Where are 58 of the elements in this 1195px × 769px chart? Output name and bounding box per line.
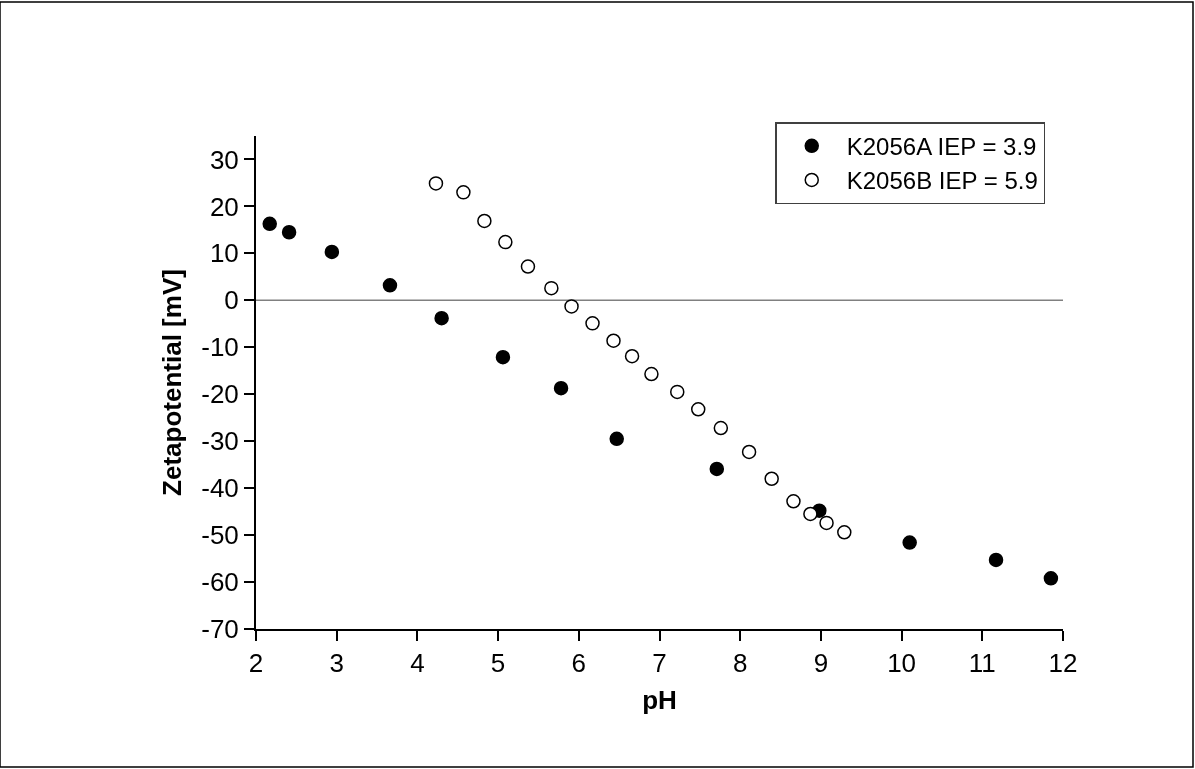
- point: [803, 506, 818, 522]
- point: [837, 525, 852, 540]
- y-axis-title: Zetapotential [mV]: [157, 269, 188, 496]
- y-tick-label: 10: [209, 238, 239, 269]
- point: [606, 333, 621, 348]
- point: [262, 216, 277, 232]
- y-tick-label: -20: [201, 379, 239, 410]
- x-tick-label: 11: [968, 648, 996, 679]
- legend-label: K2056B IEP = 5.9: [846, 167, 1038, 195]
- y-tick-label: 0: [224, 285, 239, 316]
- x-tick-label: 3: [329, 648, 344, 679]
- point: [495, 349, 511, 365]
- point: [564, 299, 579, 314]
- x-tick-label: 4: [410, 648, 425, 679]
- point: [786, 494, 801, 509]
- y-tick-label: 20: [209, 191, 239, 222]
- x-tick-label: 9: [813, 648, 829, 679]
- point: [434, 310, 449, 326]
- point: [741, 444, 757, 460]
- point: [553, 380, 569, 396]
- point: [644, 366, 659, 382]
- point: [520, 259, 536, 274]
- point: [498, 234, 513, 250]
- point: [544, 280, 559, 296]
- point: [281, 225, 297, 240]
- y-tick-label: -70: [201, 614, 239, 645]
- point: [819, 515, 834, 531]
- point: [624, 348, 640, 364]
- point: [988, 552, 1004, 568]
- point: [691, 402, 706, 417]
- point: [477, 213, 492, 229]
- point: [428, 176, 444, 191]
- x-tick-label: 6: [571, 648, 587, 679]
- x-tick-label: 10: [887, 648, 917, 679]
- point: [456, 185, 471, 200]
- x-tick-label: 8: [732, 648, 748, 679]
- point: [764, 471, 779, 486]
- x-tick-label: 5: [490, 648, 506, 679]
- y-tick-label: -50: [201, 520, 239, 551]
- point: [609, 431, 624, 447]
- legend-label: K2056A IEP = 3.9: [846, 133, 1037, 161]
- point: [1043, 571, 1059, 586]
- y-tick-label: -40: [201, 473, 239, 504]
- point: [382, 278, 398, 293]
- point: [713, 420, 729, 436]
- y-tick-label: -30: [201, 426, 239, 457]
- x-tick-label: 12: [1048, 648, 1078, 679]
- point: [324, 244, 340, 260]
- point: [670, 384, 685, 400]
- point: [709, 461, 725, 477]
- x-tick-label: 7: [652, 648, 667, 679]
- y-tick-label: -60: [201, 567, 239, 598]
- y-tick-label: -10: [201, 332, 239, 363]
- point: [902, 535, 917, 550]
- y-tick-label: 30: [209, 144, 239, 175]
- point: [585, 316, 600, 331]
- x-axis-title: pH: [642, 685, 677, 716]
- x-tick-label: 2: [248, 648, 264, 679]
